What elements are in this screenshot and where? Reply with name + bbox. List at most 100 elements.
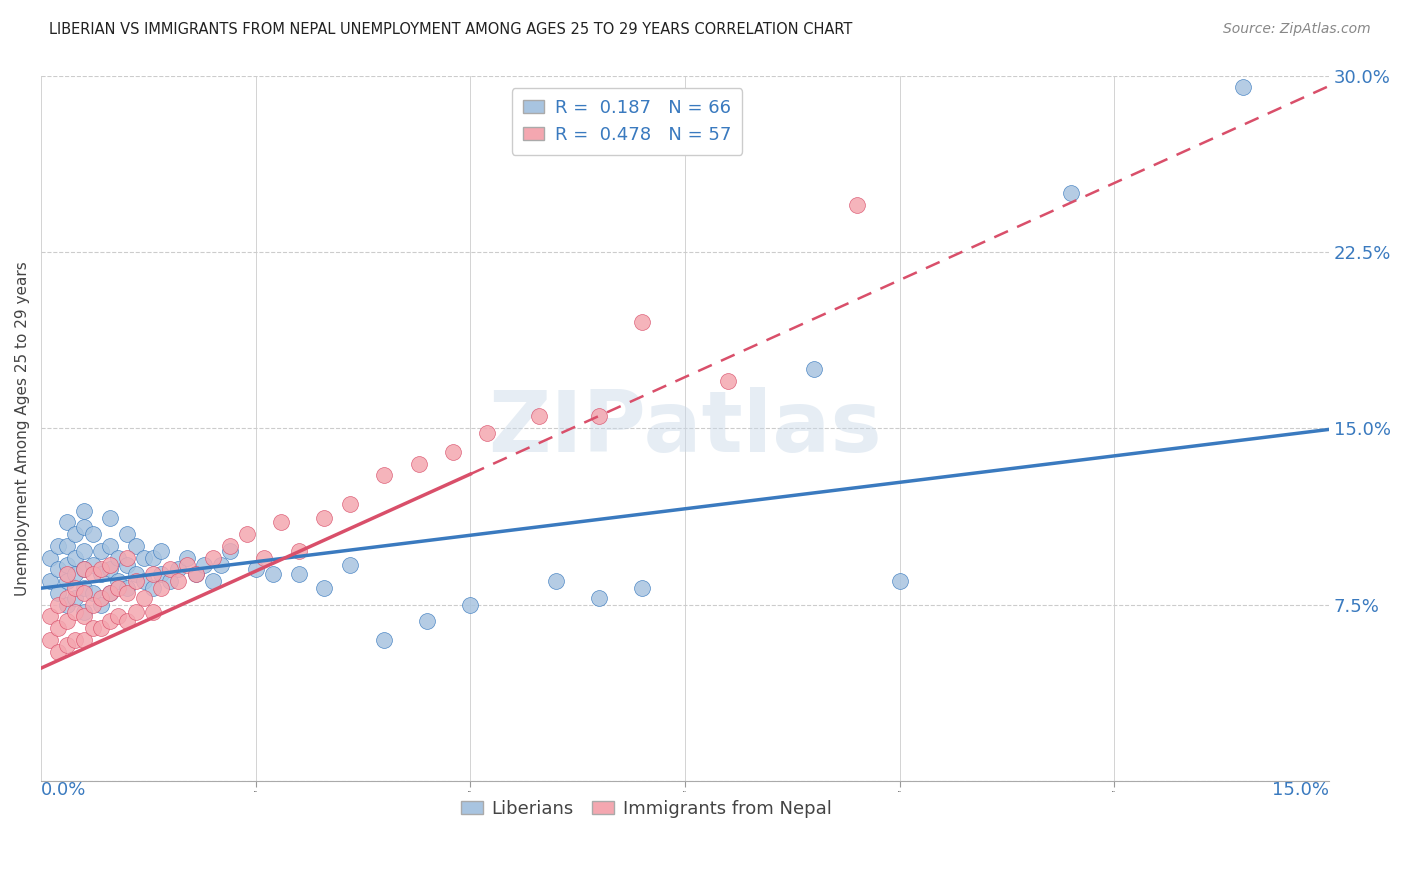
Point — [527, 409, 550, 424]
Point — [477, 425, 499, 440]
Point — [56, 614, 79, 628]
Point — [56, 591, 79, 605]
Y-axis label: Unemployment Among Ages 25 to 29 years: Unemployment Among Ages 25 to 29 years — [15, 260, 30, 596]
Point — [150, 543, 173, 558]
Point — [115, 558, 138, 572]
Point — [38, 574, 60, 588]
Point — [201, 574, 224, 588]
Point — [82, 598, 104, 612]
Point — [46, 621, 69, 635]
Point — [219, 539, 242, 553]
Point — [124, 574, 146, 588]
Point — [314, 581, 336, 595]
Point — [184, 567, 207, 582]
Point — [90, 567, 112, 582]
Point — [56, 567, 79, 582]
Point — [107, 574, 129, 588]
Point — [159, 562, 181, 576]
Point — [98, 586, 121, 600]
Point — [416, 614, 439, 628]
Point — [56, 598, 79, 612]
Text: 0.0%: 0.0% — [41, 781, 87, 799]
Point — [82, 527, 104, 541]
Legend: Liberians, Immigrants from Nepal: Liberians, Immigrants from Nepal — [454, 792, 839, 825]
Point — [98, 558, 121, 572]
Point — [46, 562, 69, 576]
Text: LIBERIAN VS IMMIGRANTS FROM NEPAL UNEMPLOYMENT AMONG AGES 25 TO 29 YEARS CORRELA: LIBERIAN VS IMMIGRANTS FROM NEPAL UNEMPL… — [49, 22, 852, 37]
Point — [314, 510, 336, 524]
Point — [124, 567, 146, 582]
Text: 15.0%: 15.0% — [1272, 781, 1329, 799]
Point — [142, 550, 165, 565]
Point — [107, 581, 129, 595]
Point — [1232, 80, 1254, 95]
Point — [90, 543, 112, 558]
Point — [65, 591, 87, 605]
Point — [142, 567, 165, 582]
Point — [176, 558, 198, 572]
Point — [65, 632, 87, 647]
Point — [46, 539, 69, 553]
Point — [73, 562, 96, 576]
Point — [115, 586, 138, 600]
Point — [124, 539, 146, 553]
Point — [142, 605, 165, 619]
Point — [73, 605, 96, 619]
Point — [115, 527, 138, 541]
Point — [115, 550, 138, 565]
Point — [65, 605, 87, 619]
Point — [56, 558, 79, 572]
Point — [73, 609, 96, 624]
Point — [56, 638, 79, 652]
Point — [65, 581, 87, 595]
Point — [631, 581, 654, 595]
Point — [38, 550, 60, 565]
Point — [193, 558, 215, 572]
Point — [142, 581, 165, 595]
Point — [460, 598, 482, 612]
Point — [65, 567, 87, 582]
Point — [73, 543, 96, 558]
Point — [845, 198, 868, 212]
Point — [73, 581, 96, 595]
Point — [253, 550, 276, 565]
Text: ZIPatlas: ZIPatlas — [488, 387, 882, 470]
Point — [236, 527, 259, 541]
Point — [90, 562, 112, 576]
Point — [73, 586, 96, 600]
Point — [98, 562, 121, 576]
Point — [98, 614, 121, 628]
Point — [107, 550, 129, 565]
Point — [546, 574, 568, 588]
Point — [73, 562, 96, 576]
Point — [717, 374, 740, 388]
Point — [56, 516, 79, 530]
Point — [184, 567, 207, 582]
Point — [134, 591, 156, 605]
Point — [339, 496, 361, 510]
Point — [98, 586, 121, 600]
Point — [56, 539, 79, 553]
Point — [219, 543, 242, 558]
Point — [65, 527, 87, 541]
Point — [287, 567, 309, 582]
Point — [82, 586, 104, 600]
Point — [270, 516, 292, 530]
Point — [90, 591, 112, 605]
Point — [73, 503, 96, 517]
Point — [631, 315, 654, 329]
Point — [262, 567, 284, 582]
Point — [90, 598, 112, 612]
Point — [82, 621, 104, 635]
Point — [339, 558, 361, 572]
Point — [803, 362, 825, 376]
Point — [65, 550, 87, 565]
Point — [82, 558, 104, 572]
Point — [287, 543, 309, 558]
Point — [38, 609, 60, 624]
Point — [889, 574, 911, 588]
Point — [73, 632, 96, 647]
Point — [46, 586, 69, 600]
Point — [441, 444, 464, 458]
Point — [588, 591, 610, 605]
